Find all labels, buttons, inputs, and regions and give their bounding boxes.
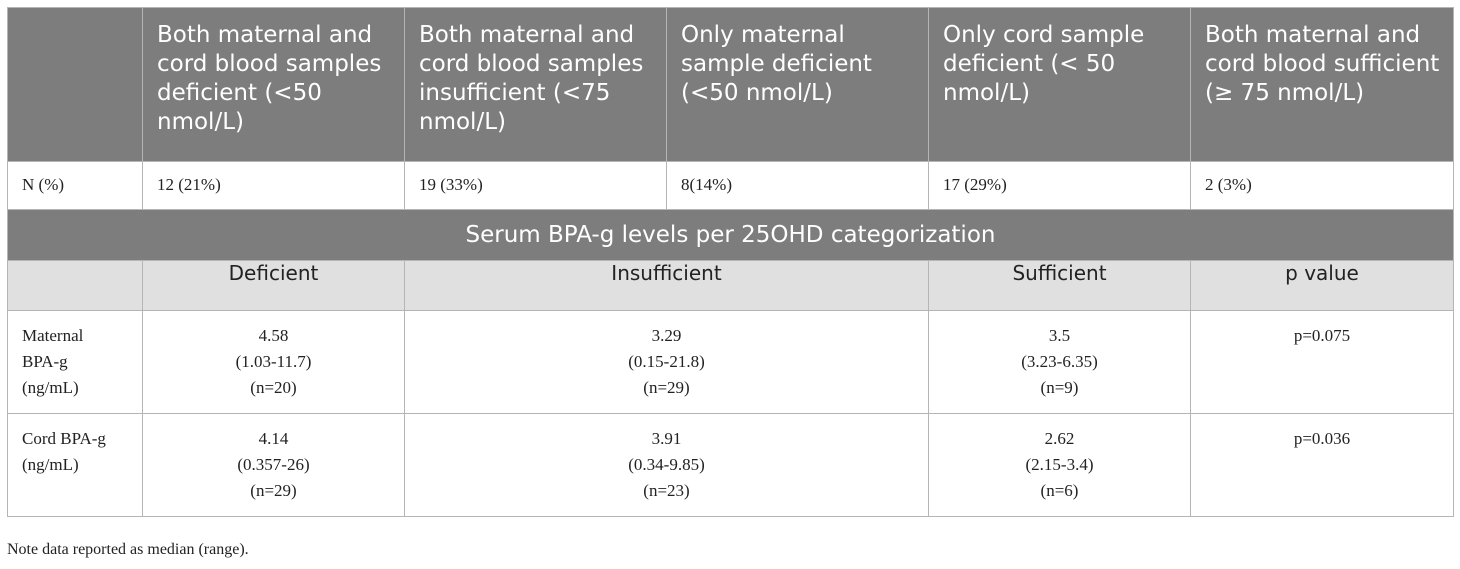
range-value: (0.34-9.85) bbox=[628, 455, 705, 474]
sufficient-cell: 3.5 (3.23-6.35) (n=9) bbox=[928, 310, 1191, 414]
table-container: Both maternal and cord blood samples def… bbox=[7, 7, 1454, 517]
range-value: (2.15-3.4) bbox=[1025, 455, 1094, 474]
range-value: (0.15-21.8) bbox=[628, 352, 705, 371]
count-value: (n=29) bbox=[643, 378, 690, 397]
row-label-line: BPA-g bbox=[22, 352, 68, 371]
sub-header-sufficient: Sufficient bbox=[928, 260, 1191, 311]
range-value: (3.23-6.35) bbox=[1021, 352, 1098, 371]
range-value: (0.357-26) bbox=[237, 455, 310, 474]
n-cell: 2 (3%) bbox=[1190, 161, 1454, 210]
sufficient-cell: 2.62 (2.15-3.4) (n=6) bbox=[928, 413, 1191, 517]
range-value: (1.03-11.7) bbox=[235, 352, 312, 371]
count-value: (n=23) bbox=[643, 481, 690, 500]
section-row: Serum BPA-g levels per 25OHD categorizat… bbox=[7, 209, 1454, 261]
insufficient-cell: 3.29 (0.15-21.8) (n=29) bbox=[404, 310, 929, 414]
median-value: 2.62 bbox=[1044, 429, 1075, 448]
n-cell: 12 (21%) bbox=[142, 161, 405, 210]
table-row: Cord BPA-g (ng/mL) 4.14 (0.357-26) (n=29… bbox=[7, 413, 1454, 517]
sub-header-insufficient: Insufficient bbox=[404, 260, 929, 311]
median-value: 3.91 bbox=[651, 429, 682, 448]
deficient-cell: 4.58 (1.03-11.7) (n=20) bbox=[142, 310, 405, 414]
row-label-line: Maternal bbox=[22, 326, 84, 345]
count-value: (n=6) bbox=[1040, 481, 1079, 500]
n-cell: 19 (33%) bbox=[404, 161, 667, 210]
median-value: 3.5 bbox=[1048, 326, 1071, 345]
count-value: (n=20) bbox=[250, 378, 297, 397]
row-label-line: (ng/mL) bbox=[22, 378, 79, 397]
row-label: Cord BPA-g (ng/mL) bbox=[7, 413, 143, 517]
p-value-cell: p=0.036 bbox=[1190, 413, 1454, 517]
deficient-cell: 4.14 (0.357-26) (n=29) bbox=[142, 413, 405, 517]
row-label-line: Cord BPA-g bbox=[22, 429, 106, 448]
n-cell: 8(14%) bbox=[666, 161, 929, 210]
n-row-label: N (%) bbox=[7, 161, 143, 210]
insufficient-cell: 3.91 (0.34-9.85) (n=23) bbox=[404, 413, 929, 517]
sub-header-p-value: p value bbox=[1190, 260, 1454, 311]
n-row: N (%) 12 (21%) 19 (33%) 8(14%) 17 (29%) … bbox=[7, 161, 1454, 210]
median-value: 3.29 bbox=[651, 326, 682, 345]
results-table: Both maternal and cord blood samples def… bbox=[7, 7, 1454, 517]
section-title: Serum BPA-g levels per 25OHD categorizat… bbox=[7, 209, 1454, 261]
sub-header-empty bbox=[7, 260, 143, 311]
table-footnote: Note data reported as median (range). bbox=[7, 541, 249, 558]
header-cell-both-deficient: Both maternal and cord blood samples def… bbox=[142, 7, 405, 162]
header-row: Both maternal and cord blood samples def… bbox=[7, 7, 1454, 162]
header-cell-both-sufficient: Both maternal and cord blood sufficient … bbox=[1190, 7, 1454, 162]
header-cell-cord-deficient: Only cord sample deficient (< 50 nmol/L) bbox=[928, 7, 1191, 162]
median-value: 4.58 bbox=[258, 326, 289, 345]
header-cell-both-insufficient: Both maternal and cord blood samples ins… bbox=[404, 7, 667, 162]
median-value: 4.14 bbox=[258, 429, 289, 448]
table-row: Maternal BPA-g (ng/mL) 4.58 (1.03-11.7) … bbox=[7, 310, 1454, 414]
sub-header-row: Deficient Insufficient Sufficient p valu… bbox=[7, 260, 1454, 311]
sub-header-deficient: Deficient bbox=[142, 260, 405, 311]
p-value: p=0.075 bbox=[1293, 326, 1351, 345]
n-cell: 17 (29%) bbox=[928, 161, 1191, 210]
row-label-line: (ng/mL) bbox=[22, 455, 79, 474]
p-value-cell: p=0.075 bbox=[1190, 310, 1454, 414]
count-value: (n=9) bbox=[1040, 378, 1079, 397]
row-label: Maternal BPA-g (ng/mL) bbox=[7, 310, 143, 414]
p-value: p=0.036 bbox=[1293, 429, 1351, 448]
header-cell-empty bbox=[7, 7, 143, 162]
count-value: (n=29) bbox=[250, 481, 297, 500]
header-cell-maternal-deficient: Only maternal sample deficient (<50 nmol… bbox=[666, 7, 929, 162]
